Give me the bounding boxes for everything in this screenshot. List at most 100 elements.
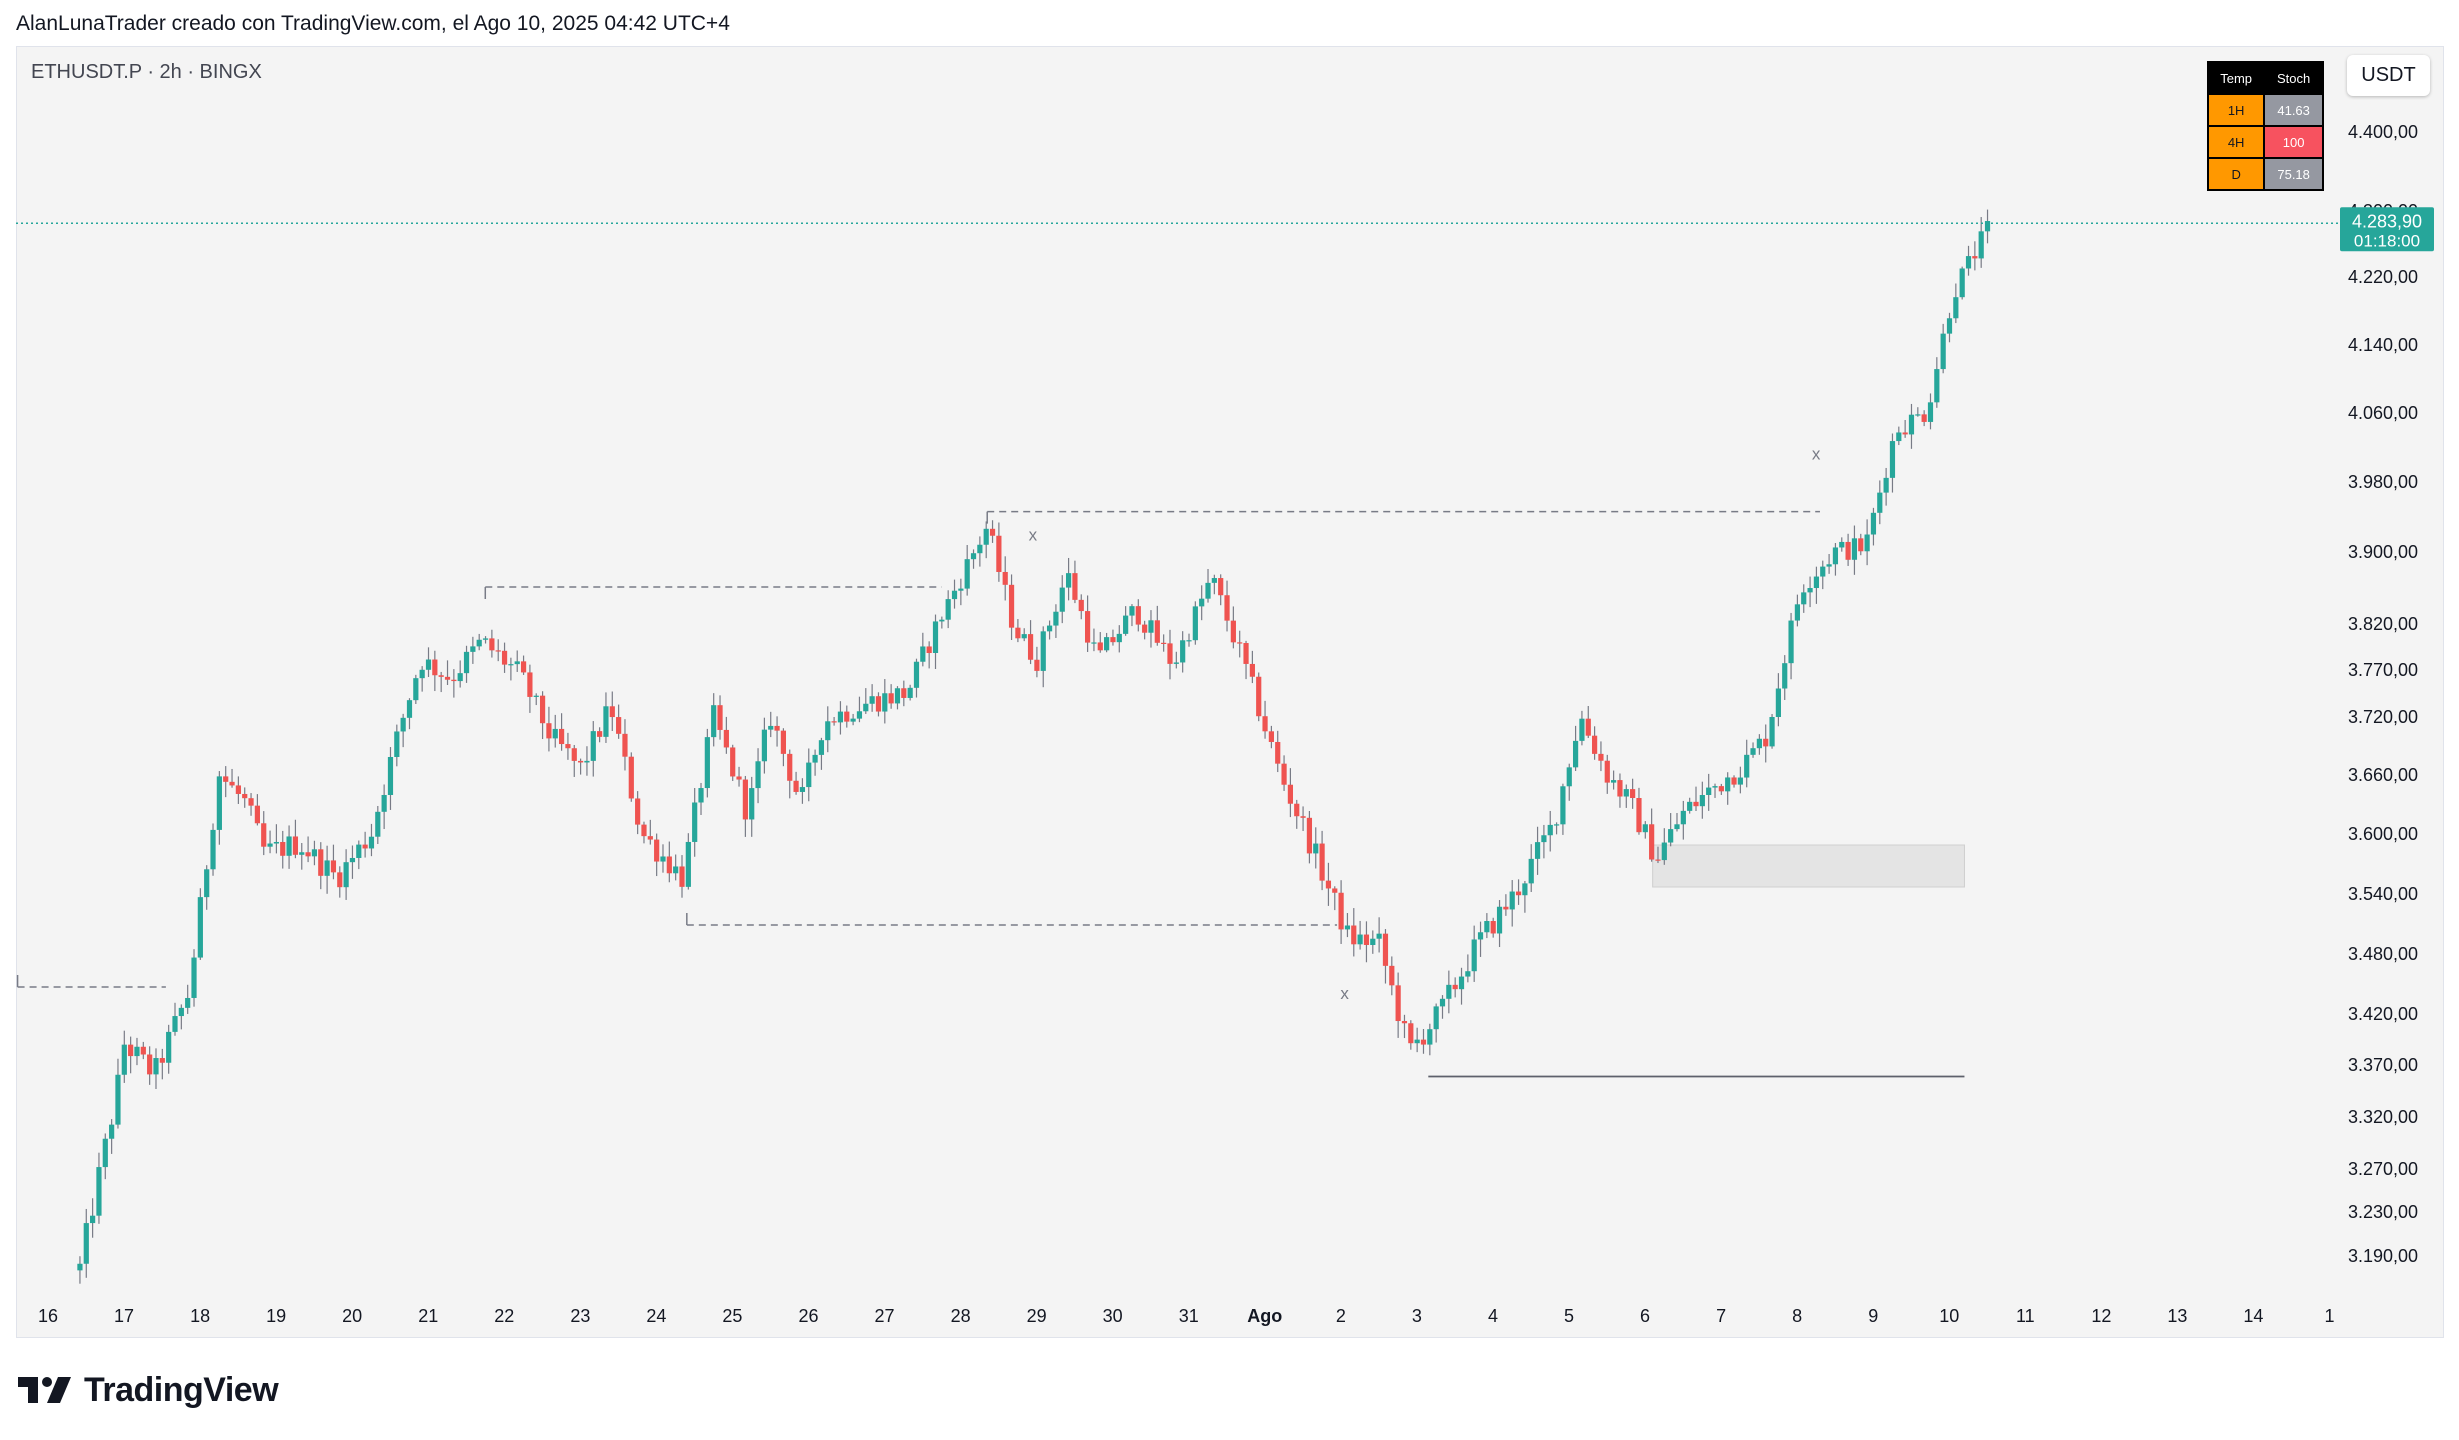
tradingview-logo[interactable]: TradingView xyxy=(18,1370,279,1410)
candle-down xyxy=(527,672,533,697)
candle-up xyxy=(1864,534,1870,552)
candle-up xyxy=(1769,717,1775,747)
candle-down xyxy=(1649,824,1655,860)
candle-down xyxy=(641,824,647,837)
candle-down xyxy=(451,679,457,682)
candle-down xyxy=(1268,731,1274,742)
candle-down xyxy=(628,756,634,799)
x-axis-tick-label: 7 xyxy=(1716,1306,1726,1326)
candle-up xyxy=(755,761,761,789)
candle-down xyxy=(1395,985,1401,1022)
candle-down xyxy=(1972,256,1978,259)
candle-up xyxy=(1826,564,1832,567)
candle-up xyxy=(394,731,400,757)
candle-up xyxy=(1706,787,1712,796)
candle-up xyxy=(1199,598,1205,607)
candle-down xyxy=(888,693,894,704)
candle-down xyxy=(1452,984,1458,990)
candle-down xyxy=(1002,571,1008,585)
candle-up xyxy=(1820,566,1826,577)
stoch-value-d: 75.18 xyxy=(2263,157,2324,191)
candle-up xyxy=(1471,939,1477,972)
candle-up xyxy=(1446,984,1452,999)
y-axis-tick-label: 3.420,00 xyxy=(2348,1004,2418,1024)
candle-down xyxy=(723,729,729,748)
candle-up xyxy=(1668,829,1674,843)
candle-up xyxy=(96,1167,102,1216)
currency-button[interactable]: USDT xyxy=(2347,55,2430,96)
candle-down xyxy=(609,706,615,718)
candle-up xyxy=(381,794,387,812)
candle-up xyxy=(932,621,939,654)
candle-down xyxy=(140,1046,146,1055)
candle-up xyxy=(660,856,666,862)
x-axis-tick-label: Ago xyxy=(1247,1306,1282,1326)
candle-down xyxy=(1363,934,1370,945)
candle-up xyxy=(850,718,856,722)
candle-down xyxy=(432,659,438,676)
symbol-legend[interactable]: ETHUSDT.P · 2h · BINGX xyxy=(31,61,262,83)
candle-up xyxy=(1534,842,1541,859)
stoch-table: Temp Stoch 1H 41.63 4H 100 D 75.18 xyxy=(2206,61,2324,191)
candle-up xyxy=(1807,588,1813,593)
last-price-value: 4.283,90 xyxy=(2352,211,2422,231)
candle-down xyxy=(1332,888,1338,893)
candle-up xyxy=(1579,718,1585,741)
last-price-badge xyxy=(2340,207,2434,252)
candle-up xyxy=(1794,604,1801,621)
stoch-header-stoch: Stoch xyxy=(2263,61,2324,95)
candle-down xyxy=(1319,843,1325,881)
y-axis-tick-label: 4.140,00 xyxy=(2348,335,2418,355)
y-axis-tick-label: 3.190,00 xyxy=(2348,1246,2418,1266)
candle-down xyxy=(1382,933,1389,966)
stoch-value-1h: 41.63 xyxy=(2263,93,2324,127)
candle-up xyxy=(1661,842,1667,861)
candle-up xyxy=(77,1263,83,1271)
candle-down xyxy=(242,793,248,799)
y-axis-tick-label: 4.220,00 xyxy=(2348,267,2418,287)
candle-up xyxy=(185,997,191,1008)
stoch-value-4h: 100 xyxy=(2263,125,2324,159)
candle-up xyxy=(356,844,362,858)
tradingview-logo-text: TradingView xyxy=(84,1370,279,1409)
candle-down xyxy=(901,688,907,698)
candle-down xyxy=(1300,816,1306,818)
candle-up xyxy=(825,721,831,741)
candle-down xyxy=(1167,643,1173,664)
candle-down xyxy=(1921,414,1927,422)
candle-up xyxy=(812,754,818,763)
candle-down xyxy=(1401,1021,1408,1024)
candle-down xyxy=(223,776,229,782)
candle-down xyxy=(1142,624,1148,633)
candle-down xyxy=(1389,965,1395,986)
candle-down xyxy=(1154,620,1160,643)
candle-up xyxy=(375,811,381,837)
candle-down xyxy=(254,805,260,824)
candle-down xyxy=(793,780,799,792)
y-axis-tick-label: 4.400,00 xyxy=(2348,122,2418,142)
candle-up xyxy=(1104,637,1110,651)
x-axis-tick-label: 3 xyxy=(1412,1306,1422,1326)
candle-down xyxy=(1110,637,1116,643)
candle-down xyxy=(558,728,565,745)
candle-up xyxy=(508,664,514,666)
candle-up xyxy=(1180,640,1186,663)
x-axis-tick-label: 6 xyxy=(1640,1306,1650,1326)
candle-up xyxy=(324,860,330,876)
candle-down xyxy=(1034,659,1040,671)
candle-up xyxy=(1984,221,1991,232)
candle-up xyxy=(1414,1039,1420,1044)
candle-up xyxy=(1357,934,1363,945)
candle-down xyxy=(831,721,837,723)
candle-down xyxy=(571,748,577,761)
candle-down xyxy=(1078,599,1084,612)
candle-down xyxy=(489,638,495,651)
candle-down xyxy=(438,675,444,677)
candle-up xyxy=(1687,801,1693,811)
candle-up xyxy=(482,638,489,640)
chart-area[interactable] xyxy=(16,46,2444,1338)
candle-up xyxy=(1376,933,1382,939)
candle-up xyxy=(799,787,806,792)
candle-down xyxy=(235,785,241,794)
